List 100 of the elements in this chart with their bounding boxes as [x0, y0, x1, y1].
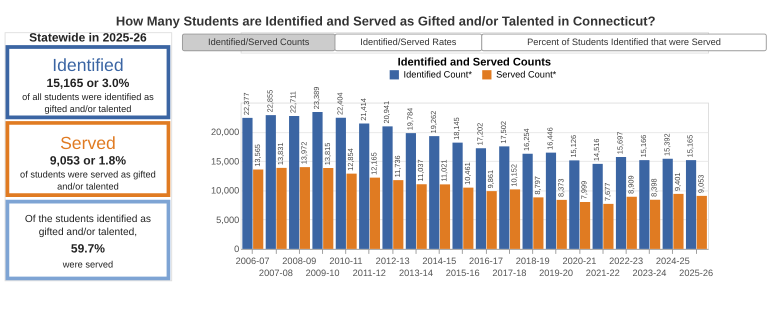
bar [476, 148, 486, 249]
x-tick-label: 2010-11 [329, 256, 363, 266]
bar [370, 178, 380, 249]
data-label: 11,736 [392, 155, 402, 178]
text: of all students were identified as gifted and/or talented [22, 92, 154, 114]
data-label: 15,165 [686, 134, 695, 158]
bar [452, 142, 463, 249]
x-tick-label: 2016-17 [469, 256, 504, 266]
data-label: 11,021 [440, 160, 449, 182]
bar [440, 184, 450, 249]
text: of students were served as gifted and/or talented [20, 170, 156, 192]
bar [406, 133, 416, 249]
text: Statewide in 2025-26 [29, 30, 148, 44]
x-tick-label: 2024-25 [656, 256, 690, 266]
data-label: 13,972 [299, 142, 308, 164]
bar [510, 189, 520, 249]
data-label: 21,414 [358, 98, 368, 121]
bar [276, 168, 287, 249]
bar [382, 126, 393, 249]
text: How Many Students are Identified and Served as Gifted and/or Talented in Connecticut? [116, 13, 656, 28]
data-label: 15,166 [638, 134, 648, 158]
bar [696, 196, 707, 249]
bar [266, 115, 276, 249]
text: Identified/Served Rates [360, 37, 457, 48]
bar [673, 194, 684, 249]
bar [686, 160, 696, 249]
y-tick-label: 10,000 [210, 186, 240, 196]
bar [626, 196, 637, 249]
bar [300, 167, 310, 249]
bar [463, 188, 474, 249]
data-label: 13,831 [276, 142, 286, 166]
x-tick-label: 2015-16 [446, 268, 480, 278]
bar [603, 204, 614, 249]
x-tick-label: 2019-20 [539, 268, 574, 278]
bar [546, 152, 556, 249]
x-tick-label: 2011-12 [352, 268, 386, 278]
data-label: 16,254 [522, 128, 532, 151]
data-label: 14,516 [592, 138, 602, 162]
x-tick-label: 2021-22 [586, 268, 620, 278]
data-label: 18,145 [452, 117, 462, 140]
data-label: 8,797 [532, 176, 542, 195]
y-tick-label: 15,000 [210, 156, 240, 166]
data-label: 7,999 [580, 180, 589, 200]
data-label: 13,565 [252, 144, 262, 167]
bar [533, 197, 544, 249]
text: were served [62, 259, 114, 270]
x-tick-label: 2012-13 [376, 256, 410, 266]
y-tick-label: 5,000 [216, 214, 240, 225]
bar [569, 160, 580, 249]
text: Of the students identified as gifted and/or talented, [24, 214, 151, 238]
x-tick-label: 2020-21 [562, 256, 596, 266]
data-label: 11,037 [416, 159, 426, 182]
data-label: 15,697 [616, 132, 625, 154]
text: Identified [52, 55, 124, 76]
x-tick-label: 2018-19 [516, 256, 550, 266]
y-tick-label: 20,000 [210, 127, 240, 138]
data-label: 9,053 [696, 174, 706, 194]
x-tick-label: 2023-24 [632, 268, 666, 278]
x-tick-label: 2007-08 [258, 268, 293, 278]
bar [312, 112, 323, 249]
data-label: 20,941 [382, 100, 392, 124]
bar [242, 118, 253, 249]
bar [592, 164, 603, 249]
data-label: 8,373 [556, 178, 566, 198]
bar [499, 146, 510, 249]
text: 15,165 or 3.0% [46, 76, 130, 90]
data-label: 10,461 [462, 162, 472, 185]
bar [336, 118, 346, 249]
data-label: 17,202 [476, 122, 485, 146]
text: 9,053 or 1.8% [50, 154, 126, 168]
data-label: 10,152 [510, 164, 519, 187]
data-label: 22,711 [288, 91, 298, 114]
bar [393, 180, 404, 249]
data-label: 8,909 [626, 175, 636, 194]
bar [289, 116, 300, 249]
data-label: 9,861 [486, 170, 496, 188]
data-label: 7,677 [602, 182, 612, 202]
legend-label: Served Count* [496, 70, 557, 80]
data-label: 22,377 [242, 92, 252, 116]
bar [522, 154, 533, 249]
data-label: 13,815 [322, 142, 332, 166]
x-tick-label: 2008-09 [282, 256, 316, 266]
data-label: 19,784 [405, 108, 414, 130]
data-label: 15,392 [662, 133, 672, 156]
data-label: 16,446 [546, 127, 555, 150]
x-tick-label: 2014-15 [422, 256, 456, 266]
text: Identified/Served Counts [208, 37, 310, 48]
data-label: 8,398 [650, 178, 659, 197]
bar [662, 158, 673, 249]
bar [323, 168, 334, 249]
text: Percent of Students Identified that were Served [527, 37, 721, 48]
data-label: 12,854 [346, 148, 356, 171]
data-label: 17,502 [498, 121, 508, 144]
bar [253, 169, 264, 249]
x-tick-label: 2022-23 [609, 256, 644, 266]
bar [616, 156, 626, 249]
data-label: 23,389 [312, 86, 322, 110]
bar [486, 191, 497, 249]
bar [416, 184, 427, 249]
data-label: 19,262 [428, 110, 438, 134]
